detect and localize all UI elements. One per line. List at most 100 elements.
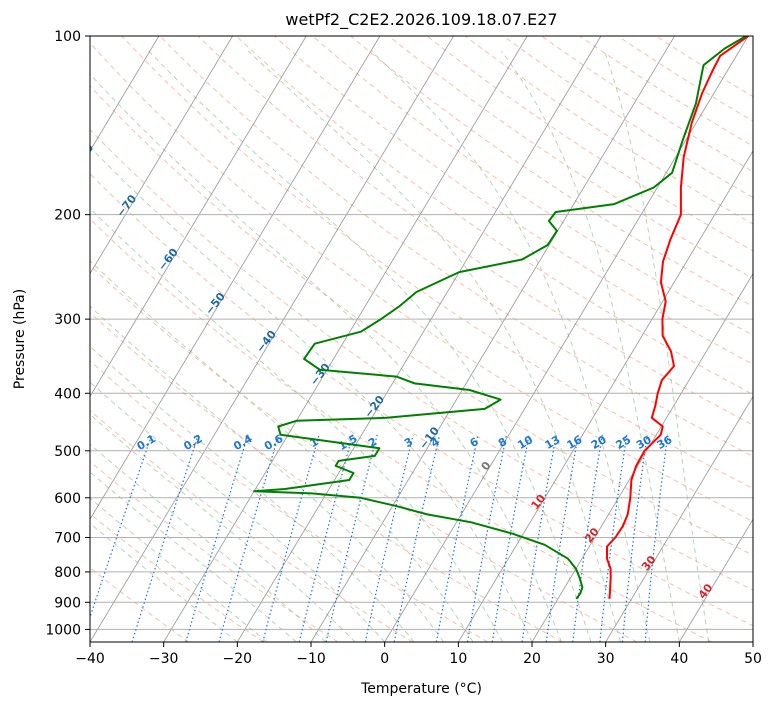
- y-tick-label: 1000: [45, 622, 81, 638]
- dry-adiabat: [90, 360, 488, 642]
- mixing-ratio-line: [621, 434, 648, 642]
- isotherm-line: [678, 518, 753, 642]
- mixing-ratio-line: [521, 434, 557, 642]
- chart-title: wetPf2_C2E2.2026.109.18.07.E27: [285, 10, 557, 30]
- isotherm-label: 30: [639, 553, 659, 573]
- isotherm-line: [752, 641, 753, 642]
- dry-adiabat: [426, 36, 753, 252]
- isotherm-line: [531, 272, 753, 642]
- moist-adiabat: [148, 50, 592, 642]
- isotherm-label: −90: [27, 92, 53, 120]
- y-tick-label: 200: [54, 208, 81, 224]
- x-tick-label: 0: [380, 651, 389, 667]
- x-tick-label: 20: [523, 651, 541, 667]
- mixing-ratio-line: [393, 434, 441, 642]
- isotherm-line: [90, 36, 307, 398]
- moist-adiabat: [90, 413, 356, 642]
- dry-adiabat: [655, 36, 753, 98]
- mixing-ratio-label: 0.4: [231, 432, 255, 453]
- moist-adiabat: [90, 443, 327, 642]
- isotherm-line: [90, 36, 160, 152]
- mixing-ratio-label: 25: [613, 433, 633, 452]
- y-tick-label: 100: [54, 29, 81, 45]
- x-tick-label: 30: [597, 651, 615, 667]
- dry-adiabat: [90, 173, 753, 627]
- mixing-ratio-line: [572, 434, 603, 642]
- mixing-ratio-line: [435, 434, 479, 642]
- moist-adiabat: [90, 497, 268, 642]
- moist-adiabat: [90, 305, 445, 642]
- x-tick-label: −20: [223, 651, 253, 667]
- plot-frame: [89, 35, 754, 643]
- x-tick-label: 40: [670, 651, 688, 667]
- mixing-ratio-line: [298, 434, 354, 642]
- isotherm-line: [90, 36, 233, 275]
- isotherm-line: [457, 150, 753, 642]
- isotherm-label: −60: [155, 246, 181, 274]
- dry-adiabat: [90, 42, 753, 523]
- x-tick-label: −10: [296, 651, 326, 667]
- mixing-ratio-line: [90, 434, 153, 619]
- mixing-ratio-line: [599, 434, 628, 642]
- mixing-ratio-line: [325, 434, 378, 642]
- mixing-ratio-label: 20: [589, 433, 609, 452]
- mixing-ratio-label: 3: [402, 435, 415, 450]
- y-tick-label: 600: [54, 491, 81, 507]
- x-tick-label: 50: [744, 651, 762, 667]
- dry-adiabat: [90, 409, 414, 642]
- moist-adiabat: [90, 345, 415, 642]
- y-tick-label: 400: [54, 386, 81, 402]
- isotherm-line: [384, 36, 749, 642]
- dry-adiabat: [90, 85, 753, 556]
- mixing-ratio-label: 0.2: [181, 432, 204, 453]
- moist-adiabat: [247, 50, 621, 642]
- mixing-ratio-line: [491, 434, 530, 642]
- dry-adiabat: [197, 36, 753, 426]
- dry-adiabat: [90, 311, 563, 642]
- x-tick-label: −30: [149, 651, 179, 667]
- x-tick-label: 10: [449, 651, 467, 667]
- isotherm-label: 0: [479, 459, 494, 473]
- isotherm-label: −100: [0, 48, 5, 82]
- moist-adiabat: [90, 73, 562, 642]
- dry-adiabat: [312, 36, 753, 336]
- isotherm-line: [90, 36, 454, 642]
- dry-adiabat: [388, 36, 753, 280]
- y-tick-label: 800: [54, 565, 81, 581]
- mixing-ratio-line: [364, 434, 414, 642]
- mixing-ratio-label: 13: [543, 433, 563, 452]
- isotherm-line: [0, 36, 12, 642]
- isotherm-line: [163, 36, 528, 642]
- dry-adiabat: [90, 513, 264, 642]
- dry-adiabat: [90, 128, 753, 591]
- moist-adiabat: [604, 50, 710, 642]
- y-tick-label: 900: [54, 595, 81, 611]
- dry-adiabat: [90, 567, 190, 642]
- isotherm-label: −70: [114, 192, 140, 220]
- dry-adiabat: [90, 218, 712, 642]
- mixing-ratio-label: 36: [655, 433, 675, 452]
- isotherm-line: [310, 36, 675, 642]
- isotherm-label: −50: [203, 290, 229, 318]
- moist-adiabat: [501, 50, 680, 642]
- dry-adiabat: [350, 36, 753, 308]
- moist-adiabat: [90, 146, 533, 642]
- isotherm-label: −40: [254, 328, 280, 356]
- dry-adiabat: [541, 36, 753, 173]
- mixing-ratio-label: 30: [634, 433, 654, 452]
- mixing-ratio-line: [545, 434, 579, 642]
- y-tick-label: 500: [54, 444, 81, 460]
- x-tick-label: −40: [75, 651, 105, 667]
- dry-adiabat: [273, 36, 753, 366]
- isotherm-line: [236, 36, 602, 642]
- mixing-ratio-line: [466, 434, 508, 642]
- y-axis-title: Pressure (hPa): [12, 289, 28, 389]
- plot-area: 0.1 0.2 0.4 0.6 1 1.5 2 3 4 6 8 10 13 16 20 25 30 36−100−…: [0, 36, 753, 642]
- dry-adiabat: [503, 36, 753, 199]
- mixing-ratio-line: [131, 434, 199, 642]
- y-tick-label: 300: [54, 312, 81, 328]
- moist-adiabat: [370, 50, 651, 642]
- mixing-ratio-line: [185, 434, 249, 642]
- dry-adiabat: [235, 36, 753, 395]
